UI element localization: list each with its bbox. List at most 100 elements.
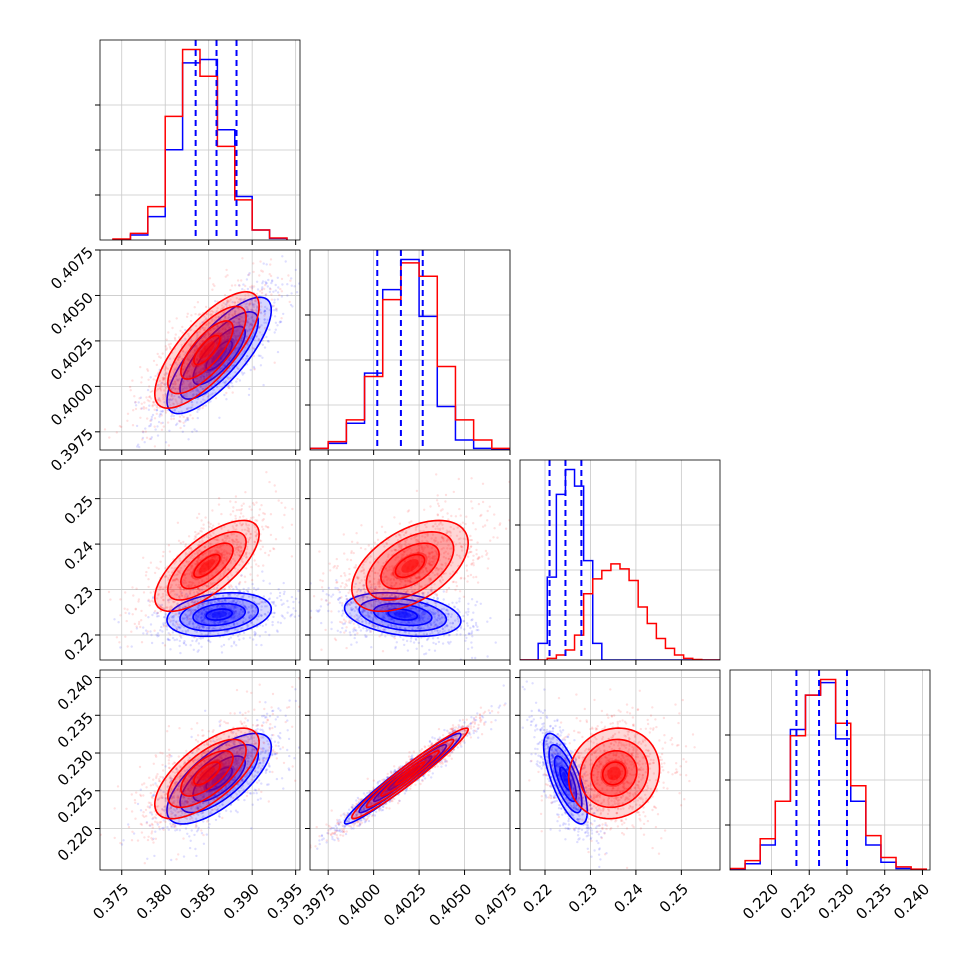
sample-point: [159, 605, 162, 608]
sample-point: [185, 375, 189, 378]
sample-point: [291, 613, 294, 616]
sample-point: [175, 628, 179, 631]
sample-point: [156, 635, 159, 638]
sample-point: [159, 387, 162, 391]
sample-point: [163, 401, 166, 404]
sample-point: [179, 623, 182, 626]
sample-point: [276, 298, 280, 301]
sample-point: [241, 257, 244, 260]
sample-point: [206, 535, 209, 539]
sample-point: [362, 587, 366, 590]
sample-point: [257, 615, 260, 618]
sample-point: [238, 522, 242, 525]
sample-point: [213, 622, 216, 625]
sample-point: [232, 607, 235, 611]
sample-point: [211, 313, 214, 316]
sample-point: [265, 335, 268, 339]
sample-point: [226, 376, 229, 379]
sample-point: [267, 340, 270, 343]
sample-point: [158, 604, 161, 607]
sample-point: [190, 406, 194, 409]
sample-point: [210, 393, 213, 396]
sample-point: [149, 591, 152, 594]
sample-point: [231, 314, 235, 317]
panel-frame: [99, 39, 301, 241]
sample-point: [188, 385, 191, 388]
sample-point: [257, 338, 261, 341]
sample-point: [217, 351, 221, 355]
sample-point: [260, 324, 263, 327]
sample-point: [213, 363, 216, 366]
sample-point: [147, 566, 150, 570]
density-content: [107, 471, 300, 655]
sample-point: [250, 604, 253, 607]
sample-point: [227, 377, 230, 380]
sample-point: [165, 338, 168, 341]
sample-point: [458, 600, 461, 603]
sample-point: [264, 525, 268, 528]
sample-point: [218, 600, 221, 603]
sample-point: [143, 401, 146, 404]
sample-point: [248, 552, 251, 555]
sample-point: [175, 583, 178, 587]
sample-point: [290, 523, 294, 526]
sample-point: [243, 575, 247, 578]
sample-point: [151, 413, 155, 417]
sample-point: [246, 541, 250, 544]
sample-point: [268, 582, 271, 585]
sample-point: [224, 600, 228, 603]
sample-point: [348, 603, 352, 606]
sample-point: [173, 579, 176, 582]
sample-point: [310, 609, 313, 613]
sample-point: [203, 602, 206, 605]
sample-point: [190, 401, 194, 404]
sample-point: [211, 615, 214, 618]
sample-point: [195, 358, 199, 362]
sample-point: [172, 614, 175, 618]
sample-point: [197, 569, 200, 572]
sample-point: [142, 591, 146, 594]
sample-point: [455, 601, 458, 604]
sample-point: [208, 615, 212, 618]
sample-point: [224, 614, 227, 618]
sample-point: [178, 420, 181, 423]
sample-point: [229, 331, 232, 335]
sample-point: [211, 613, 214, 616]
sample-point: [202, 562, 205, 565]
sample-point: [224, 303, 227, 306]
sample-point: [177, 626, 180, 629]
sample-point: [235, 330, 238, 333]
sample-point: [259, 301, 262, 304]
red-contour-line: [180, 320, 234, 380]
sample-point: [428, 626, 432, 630]
blue-density-level: [193, 603, 246, 626]
sample-point: [209, 332, 212, 336]
sample-point: [219, 357, 222, 361]
sample-point: [174, 620, 178, 624]
sample-point: [164, 441, 168, 444]
sample-point: [245, 567, 248, 570]
sample-point: [234, 606, 238, 610]
sample-point: [370, 630, 373, 633]
sample-point: [211, 616, 214, 619]
sample-point: [213, 382, 216, 386]
sample-point: [160, 596, 163, 599]
sample-point: [217, 522, 220, 525]
sample-point: [146, 417, 149, 420]
sample-point: [231, 313, 234, 317]
sample-point: [273, 611, 276, 615]
sample-point: [203, 399, 207, 402]
sample-point: [238, 583, 241, 586]
sample-point: [234, 351, 237, 354]
sample-point: [264, 282, 268, 285]
sample-point: [193, 349, 197, 352]
sample-point: [221, 559, 224, 562]
sample-point: [489, 616, 492, 620]
sample-point: [202, 608, 206, 611]
sample-point: [189, 381, 192, 384]
blue-histogram-step: [310, 258, 510, 450]
sample-point: [338, 601, 342, 604]
sample-point: [192, 383, 195, 386]
sample-point: [246, 307, 250, 310]
